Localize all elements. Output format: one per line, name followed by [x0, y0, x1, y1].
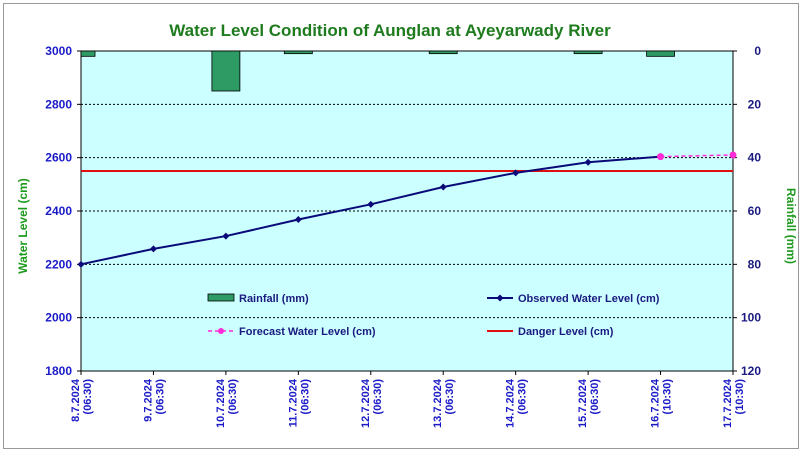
- forecast-point: [657, 153, 665, 161]
- legend-item: Forecast Water Level (cm): [208, 326, 376, 338]
- rainfall-bar: [573, 50, 603, 55]
- legend-swatch-rainfall: [207, 293, 235, 302]
- legend-label: Observed Water Level (cm): [518, 293, 660, 305]
- legend-item: Observed Water Level (cm): [487, 293, 660, 305]
- left-tick-label: 2400: [45, 204, 72, 218]
- legend-item: Danger Level (cm): [487, 326, 614, 338]
- right-axis-label: Rainfall (mm): [784, 188, 798, 264]
- x-tick-date: 14.7.2024: [505, 378, 517, 428]
- x-tick-time: (10:30): [734, 379, 746, 415]
- observed-point: [512, 169, 520, 177]
- rainfall-bar: [428, 50, 458, 55]
- left-tick-label: 1800: [45, 364, 72, 378]
- observed-point: [222, 232, 230, 240]
- x-tick-date: 15.7.2024: [577, 378, 589, 428]
- right-tick-label: 60: [748, 204, 762, 218]
- observed-point: [439, 183, 447, 191]
- observed-point: [149, 245, 157, 253]
- x-tick-label: 8.7.2024 (06:30): [70, 378, 94, 422]
- x-tick-time: (06:30): [82, 379, 94, 415]
- x-tick-time: (06:30): [154, 379, 166, 415]
- right-tick-label: 20: [748, 97, 762, 111]
- x-tick-date: 11.7.2024: [287, 378, 299, 427]
- observed-point: [367, 200, 375, 208]
- x-tick-label: 11.7.2024 (06:30): [287, 378, 311, 427]
- x-tick-date: 13.7.2024: [432, 378, 444, 428]
- rainfall-bar: [646, 50, 675, 57]
- x-tick-time: (06:30): [517, 379, 529, 415]
- x-tick-time: (10:30): [662, 379, 674, 415]
- legend-label: Danger Level (cm): [518, 326, 614, 338]
- legend-marker-observed: [496, 294, 504, 302]
- legend-label: Rainfall (mm): [239, 293, 309, 305]
- x-tick-date: 12.7.2024: [360, 378, 372, 428]
- left-tick-label: 2600: [45, 151, 72, 165]
- left-tick-label: 3000: [45, 44, 72, 58]
- legend: Rainfall (mm) Observed Water Level (cm) Fo…: [207, 293, 660, 338]
- x-tick-date: 9.7.2024: [142, 378, 154, 422]
- left-tick-label: 2800: [45, 97, 72, 111]
- x-tick-time: (06:30): [372, 379, 384, 415]
- x-tick-label: 17.7.2024 (10:30): [722, 378, 746, 428]
- left-tick-label: 2000: [45, 311, 72, 325]
- x-tick-time: (06:30): [227, 379, 239, 415]
- chart-title: Water Level Condition of Aunglan at Ayey…: [169, 21, 611, 40]
- x-tick-label: 10.7.2024 (06:30): [215, 378, 239, 428]
- legend-marker-forecast: [218, 328, 224, 334]
- right-tick-label: 40: [748, 151, 762, 165]
- forecast-water-level-line: [660, 154, 734, 158]
- right-tick-label: 100: [741, 311, 761, 325]
- rainfall-bar: [283, 50, 313, 55]
- observed-point: [294, 216, 302, 224]
- right-tick-label: 120: [741, 364, 761, 378]
- x-tick-time: (06:30): [444, 379, 456, 415]
- rainfall-bar: [211, 50, 241, 92]
- right-tick-label: 0: [754, 44, 761, 58]
- x-tick-label: 16.7.2024 (10:30): [650, 378, 674, 428]
- forecast-point: [729, 151, 737, 159]
- x-tick-date: 8.7.2024: [70, 378, 82, 422]
- observed-point: [584, 158, 592, 166]
- x-tick-time: (06:30): [299, 379, 311, 415]
- x-tick-date: 17.7.2024: [722, 378, 734, 428]
- right-tick-label: 80: [748, 257, 762, 271]
- x-tick-date: 10.7.2024: [215, 378, 227, 428]
- x-tick-date: 16.7.2024: [650, 378, 662, 428]
- legend-item: Rainfall (mm): [207, 293, 309, 305]
- x-tick-label: 14.7.2024 (06:30): [505, 378, 529, 428]
- x-tick-label: 12.7.2024 (06:30): [360, 378, 384, 428]
- rainfall-bar: [80, 50, 96, 57]
- x-tick-label: 15.7.2024 (06:30): [577, 378, 601, 428]
- x-tick-time: (06:30): [589, 379, 601, 415]
- plot-area: 1800 2000 2200 2400 2600 2800 3000 0 20 40 60 80 100…: [45, 44, 761, 428]
- x-tick-label: 13.7.2024 (06:30): [432, 378, 456, 428]
- x-tick-label: 9.7.2024 (06:30): [142, 378, 166, 422]
- legend-label: Forecast Water Level (cm): [239, 326, 376, 338]
- left-tick-label: 2200: [45, 257, 72, 271]
- left-axis-label: Water Level (cm): [16, 178, 30, 274]
- observed-point: [77, 260, 85, 268]
